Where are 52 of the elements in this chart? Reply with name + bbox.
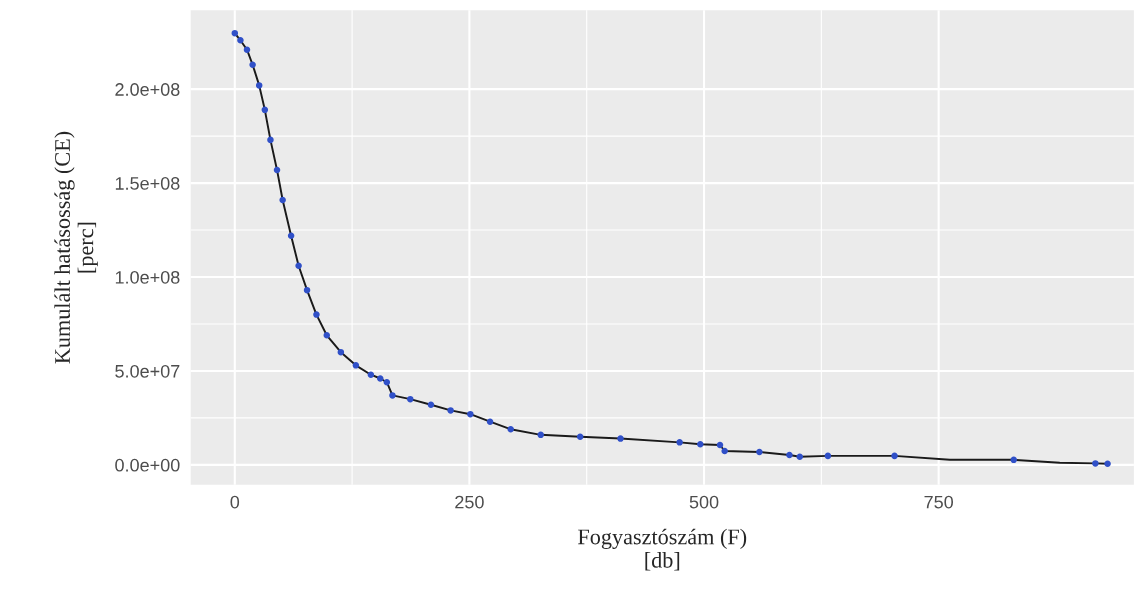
point [231, 29, 239, 37]
point [486, 418, 494, 425]
point [407, 395, 414, 403]
y-tick-label: 2.0e+08 [115, 83, 180, 96]
point [323, 332, 331, 339]
point [756, 448, 763, 456]
point [1104, 460, 1111, 468]
y-tick-label: 0.0e+00 [115, 458, 180, 472]
point [389, 392, 396, 399]
x-tick-label: 250 [455, 495, 484, 509]
point [467, 410, 474, 418]
point [697, 440, 704, 448]
point [796, 453, 804, 461]
y-axis-title: Kumulált hatásosság (CE) [perc] [54, 131, 98, 364]
point [303, 286, 311, 294]
point [721, 447, 728, 455]
point [267, 136, 274, 144]
point [1010, 456, 1017, 464]
point [676, 439, 683, 446]
point [255, 82, 263, 89]
point [287, 232, 295, 239]
point [447, 407, 454, 414]
point [383, 378, 391, 386]
point [507, 425, 514, 433]
point [786, 451, 793, 459]
point [237, 37, 244, 44]
point [367, 371, 375, 378]
point [576, 433, 584, 440]
point [891, 452, 898, 460]
point [295, 262, 302, 270]
point [337, 348, 345, 356]
point [537, 431, 544, 439]
y-tick-label: 1.0e+08 [115, 270, 180, 284]
point [352, 362, 360, 369]
point [313, 311, 320, 318]
x-tick-label: 750 [924, 495, 954, 509]
point [1092, 460, 1099, 467]
point [279, 196, 286, 204]
point [249, 61, 256, 68]
point [377, 375, 384, 382]
point [427, 401, 435, 409]
y-tick-label: 5.0e+07 [115, 364, 180, 378]
y-tick-label: 1.5e+08 [115, 177, 180, 190]
x-axis-title: Fogyasztószám (F) [db] [578, 528, 747, 571]
point [716, 441, 724, 449]
x-tick-label: 0 [230, 495, 240, 509]
x-tick-label: 500 [689, 495, 719, 509]
point [273, 166, 281, 174]
point [243, 46, 251, 53]
point [824, 452, 832, 460]
point [261, 106, 269, 114]
point [617, 435, 624, 442]
